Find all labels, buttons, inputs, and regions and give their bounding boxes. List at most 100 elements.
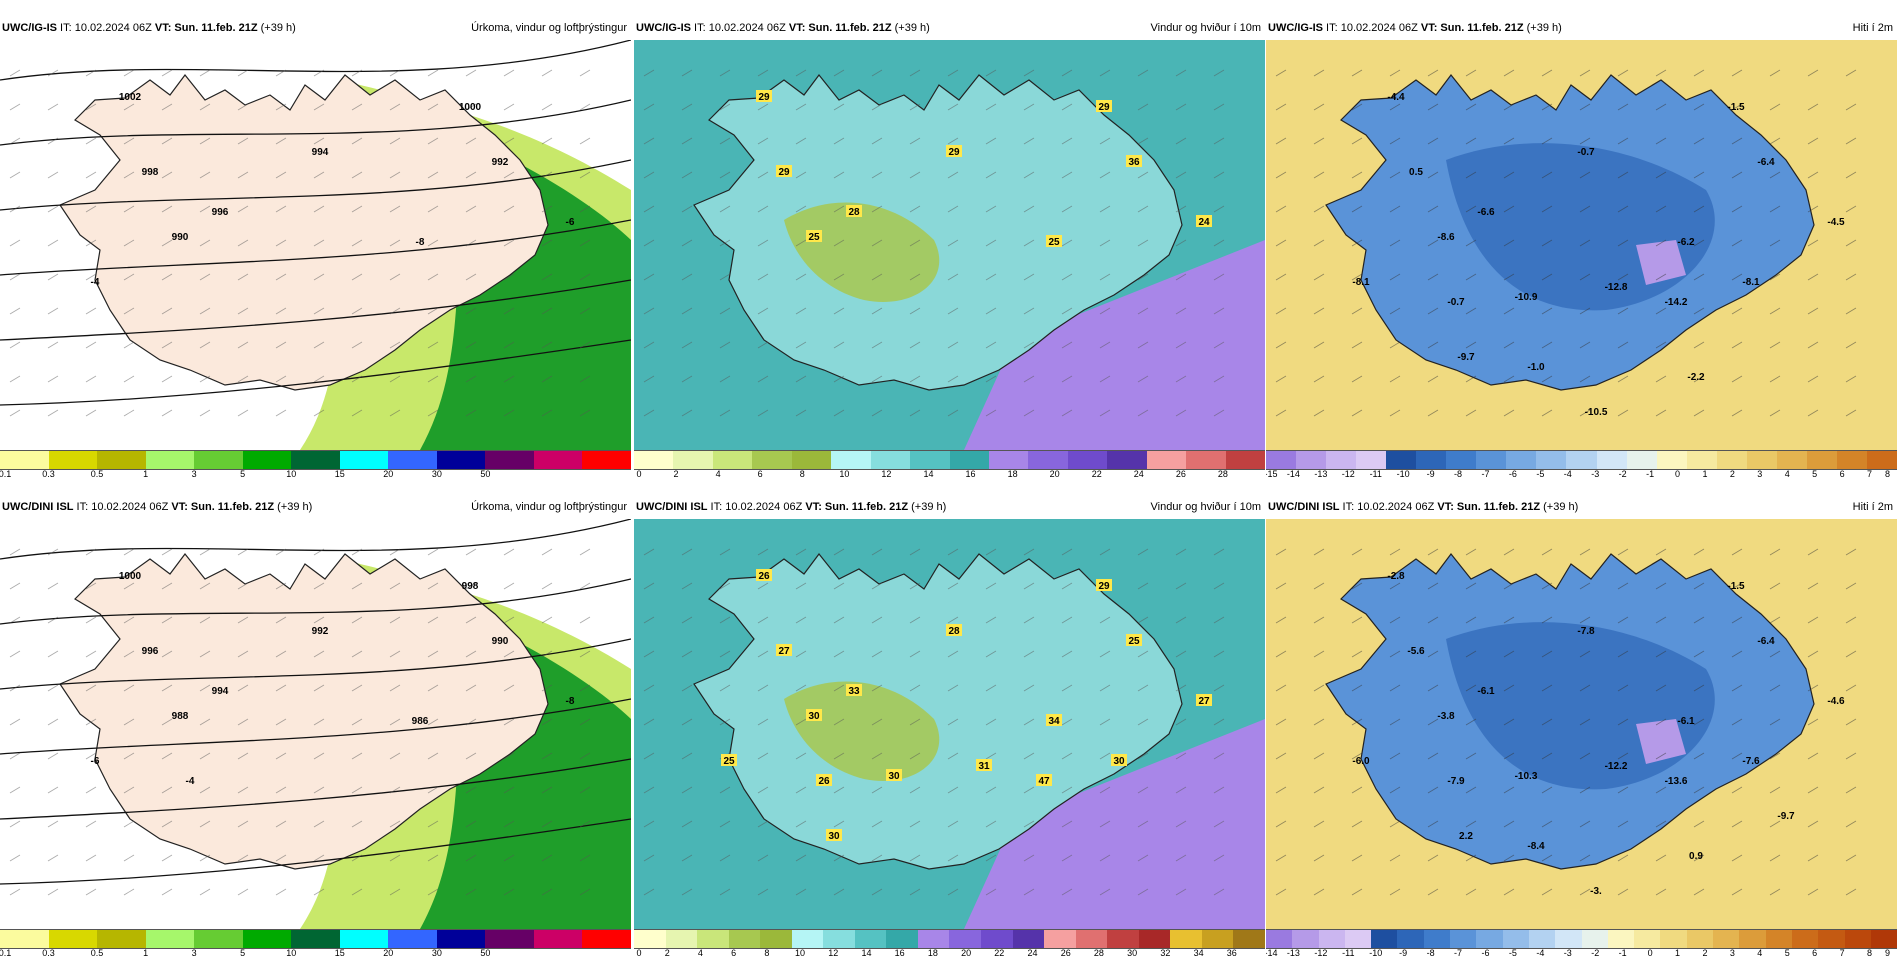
wind-barb xyxy=(1541,650,1553,658)
wind-barb xyxy=(1579,273,1591,281)
wind-barb xyxy=(389,375,401,383)
map-value-label: -12.8 xyxy=(1605,282,1628,293)
wind-barb xyxy=(389,69,401,77)
wind-barb xyxy=(871,307,883,315)
wind-barb xyxy=(427,548,439,556)
wind-barb xyxy=(1099,616,1111,624)
wind-barb xyxy=(275,273,287,281)
wind-barb xyxy=(947,582,959,590)
wind-barb xyxy=(85,854,97,862)
wind-barb xyxy=(757,137,769,145)
wind-barb xyxy=(9,548,21,556)
wind-barb xyxy=(1693,718,1705,726)
wind-barb xyxy=(237,548,249,556)
color-scale-step xyxy=(533,451,583,469)
wind-barb xyxy=(757,786,769,794)
wind-barb xyxy=(757,718,769,726)
panel-title: Vindur og hviður í 10m xyxy=(1150,22,1261,34)
color-scale-step xyxy=(728,930,761,948)
wind-barb xyxy=(275,409,287,417)
wind-barb xyxy=(871,341,883,349)
color-scale-step xyxy=(533,930,583,948)
wind-barb xyxy=(1313,375,1325,383)
color-scale-step xyxy=(1566,451,1597,469)
wind-barb xyxy=(1731,888,1743,896)
wind-barb xyxy=(47,820,59,828)
wind-barb xyxy=(1137,239,1149,247)
wind-barb xyxy=(1427,582,1439,590)
wind-barb xyxy=(1465,307,1477,315)
wind-barb xyxy=(1541,239,1553,247)
wind-barb xyxy=(1313,582,1325,590)
wind-barb xyxy=(1655,752,1667,760)
wind-barb xyxy=(1137,752,1149,760)
color-scale-step xyxy=(1596,451,1627,469)
wind-barb xyxy=(1617,820,1629,828)
wind-barb xyxy=(1541,307,1553,315)
wind-barb xyxy=(1731,171,1743,179)
wind-barb xyxy=(1023,239,1035,247)
wind-barb xyxy=(1465,273,1477,281)
wind-barb xyxy=(427,820,439,828)
color-scale-tick-label: 6 xyxy=(1839,469,1845,479)
wind-barb xyxy=(1541,582,1553,590)
wind-barb xyxy=(427,752,439,760)
wind-barb xyxy=(465,273,477,281)
wind-barb xyxy=(1099,171,1111,179)
color-scale-ticks: 0 2 4 6 8 10 12 14 16 18 20 22 24 26 28 xyxy=(634,469,1265,481)
wind-barb xyxy=(351,103,363,111)
wind-barb xyxy=(985,854,997,862)
wind-barb xyxy=(1579,103,1591,111)
wind-barb xyxy=(1731,582,1743,590)
color-scale-tick-label: 16 xyxy=(965,469,976,479)
wind-barb xyxy=(1213,137,1225,145)
wind-barb xyxy=(1213,548,1225,556)
wind-barb xyxy=(833,616,845,624)
color-scale-step xyxy=(988,451,1029,469)
wind-barb xyxy=(47,307,59,315)
wind-barb xyxy=(465,409,477,417)
color-scale-step xyxy=(1028,451,1068,469)
wind-barb xyxy=(427,307,439,315)
color-scale-step xyxy=(1536,451,1567,469)
wind-barb xyxy=(161,854,173,862)
color-scale-step xyxy=(97,930,146,948)
color-scale-step xyxy=(752,451,792,469)
wind-barb xyxy=(1807,888,1819,896)
wind-barb xyxy=(1313,307,1325,315)
wind-barb xyxy=(427,582,439,590)
wind-barb xyxy=(1023,205,1035,213)
wind-barb xyxy=(503,69,515,77)
wind-barb xyxy=(1617,582,1629,590)
wind-barb xyxy=(541,103,553,111)
wind-barb xyxy=(313,409,325,417)
wind-barb xyxy=(1275,752,1287,760)
wind-barb xyxy=(909,752,921,760)
wind-barb xyxy=(275,650,287,658)
wind-barb xyxy=(275,239,287,247)
color-scale-step xyxy=(854,930,887,948)
map-value-label: -2.2 xyxy=(1687,372,1705,383)
map-value-label: 29 xyxy=(758,92,770,103)
color-scale-step xyxy=(1776,451,1807,469)
wind-barb xyxy=(9,718,21,726)
wind-barb xyxy=(1769,548,1781,556)
color-scale-tick-label: 8 xyxy=(799,469,805,479)
wind-barb xyxy=(1465,409,1477,417)
wind-barb xyxy=(1023,171,1035,179)
wind-barb xyxy=(1137,820,1149,828)
map-value-label: 28 xyxy=(948,626,960,637)
wind-barb xyxy=(579,171,591,179)
wind-barb xyxy=(1731,239,1743,247)
color-scale-step xyxy=(1356,451,1387,469)
wind-barb xyxy=(1693,409,1705,417)
wind-barb xyxy=(947,854,959,862)
wind-barb xyxy=(1617,786,1629,794)
wind-barb xyxy=(1693,616,1705,624)
wind-barb xyxy=(541,239,553,247)
wind-barb xyxy=(389,854,401,862)
wind-barb xyxy=(1807,205,1819,213)
wind-barb xyxy=(871,69,883,77)
wind-barb xyxy=(237,409,249,417)
color-scale-step xyxy=(1067,451,1108,469)
